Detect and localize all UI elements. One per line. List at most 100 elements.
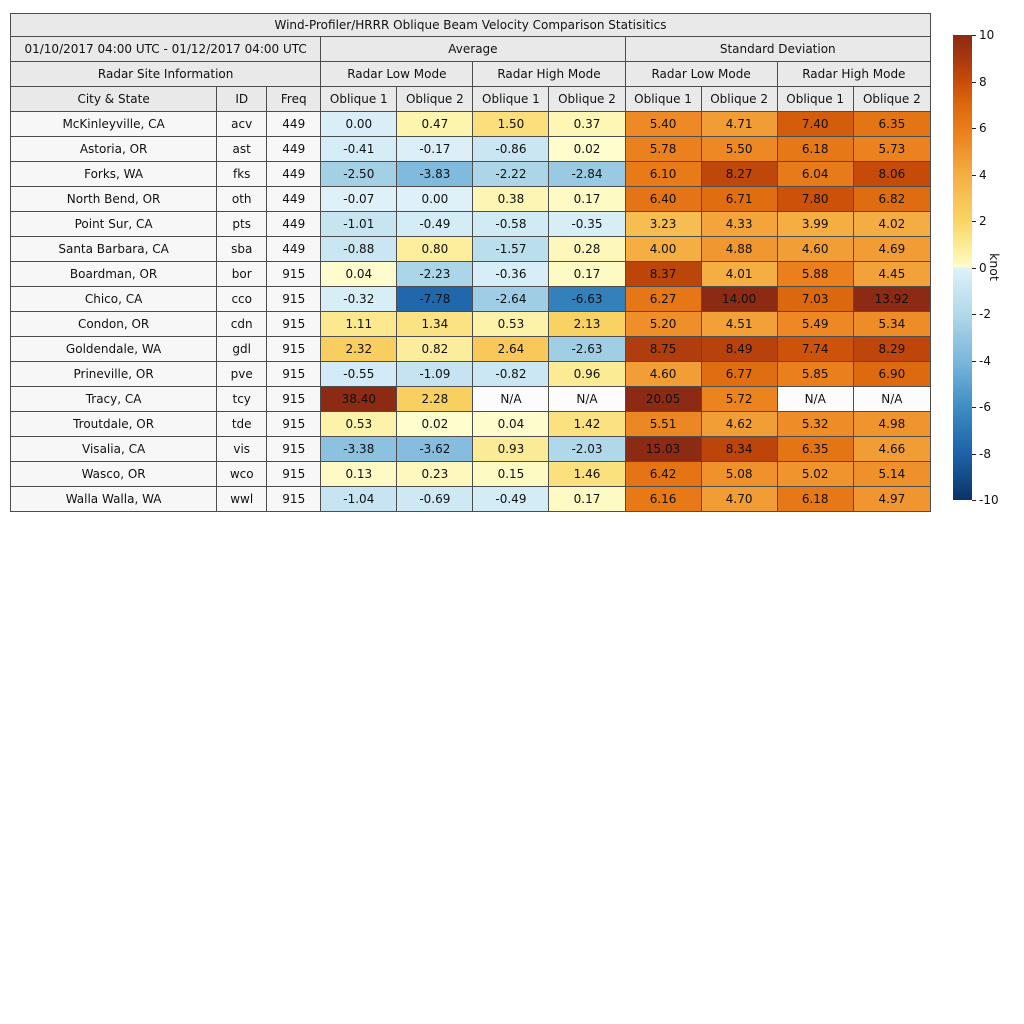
value-cell: 4.51 bbox=[700, 311, 778, 337]
colorbar-tick-label: -6 bbox=[979, 400, 991, 414]
value-cell: N/A bbox=[852, 386, 932, 412]
title-row: Wind-Profiler/HRRR Oblique Beam Velocity… bbox=[10, 13, 931, 37]
row-city-cell: Walla Walla, WA bbox=[9, 486, 218, 512]
row-city-cell: Boardman, OR bbox=[9, 261, 218, 287]
colorbar-tick-label: 8 bbox=[979, 74, 987, 89]
value-cell: 5.73 bbox=[852, 136, 932, 162]
row-city-cell: Visalia, CA bbox=[9, 436, 218, 462]
row-city-cell: Chico, CA bbox=[9, 286, 218, 312]
value-cell: -3.62 bbox=[396, 436, 474, 462]
row-city-cell: Troutdale, OR bbox=[9, 411, 218, 437]
period-label: 01/10/2017 04:00 UTC - 01/12/2017 04:00 … bbox=[9, 36, 322, 62]
colorbar-tick-label: -4 bbox=[979, 353, 991, 368]
value-cell: 7.03 bbox=[776, 286, 854, 312]
row-freq-cell: 449 bbox=[266, 111, 322, 137]
row-freq-cell: 449 bbox=[266, 236, 322, 262]
value-cell: 5.49 bbox=[776, 311, 854, 337]
value-cell: 0.04 bbox=[320, 261, 398, 287]
value-cell: 1.34 bbox=[396, 311, 474, 337]
row-city-cell: Prineville, OR bbox=[9, 361, 218, 387]
value-cell: 6.16 bbox=[624, 486, 702, 512]
row-id-cell: pve bbox=[216, 361, 268, 387]
row-freq-cell: 915 bbox=[266, 361, 322, 387]
value-cell: -2.22 bbox=[472, 161, 550, 187]
value-cell: 8.49 bbox=[700, 336, 778, 362]
header-oblique2: Oblique 2 bbox=[700, 86, 778, 112]
row-freq-cell: 449 bbox=[266, 136, 322, 162]
value-cell: -2.23 bbox=[396, 261, 474, 287]
value-cell: 0.53 bbox=[472, 311, 550, 337]
value-cell: -2.03 bbox=[548, 436, 626, 462]
value-cell: 6.35 bbox=[852, 111, 932, 137]
value-cell: 8.29 bbox=[852, 336, 932, 362]
table-header: Wind-Profiler/HRRR Oblique Beam Velocity… bbox=[9, 13, 932, 112]
value-cell: 6.90 bbox=[852, 361, 932, 387]
header-oblique1: Oblique 1 bbox=[472, 86, 550, 112]
row-city-cell: Santa Barbara, CA bbox=[9, 236, 218, 262]
value-cell: 0.23 bbox=[396, 461, 474, 487]
colorbar-tick bbox=[972, 81, 976, 83]
table-row: Condon, OR cdn 915 1.11 1.34 0.53 2.13 5.20 4.51… bbox=[9, 311, 932, 337]
value-cell: 4.97 bbox=[852, 486, 932, 512]
value-cell: 15.03 bbox=[624, 436, 702, 462]
value-cell: 4.00 bbox=[624, 236, 702, 262]
colorbar-tick-label: 10 bbox=[979, 28, 995, 42]
row-city-cell: Forks, WA bbox=[9, 161, 218, 187]
value-cell: 7.80 bbox=[776, 186, 854, 212]
value-cell: 0.82 bbox=[396, 336, 474, 362]
row-freq-cell: 915 bbox=[266, 486, 322, 512]
value-cell: 0.53 bbox=[320, 411, 398, 437]
colorbar-tick bbox=[972, 267, 976, 269]
value-cell: -1.01 bbox=[320, 211, 398, 237]
value-cell: 5.88 bbox=[776, 261, 854, 287]
header-oblique2: Oblique 2 bbox=[396, 86, 474, 112]
colorbar-tick-label: -10 bbox=[979, 493, 999, 507]
value-cell: 0.28 bbox=[548, 236, 626, 262]
value-cell: 4.66 bbox=[852, 436, 932, 462]
value-cell: 3.99 bbox=[776, 211, 854, 237]
value-cell: N/A bbox=[472, 386, 550, 412]
value-cell: 4.02 bbox=[852, 211, 932, 237]
value-cell: 0.13 bbox=[320, 461, 398, 487]
row-freq-cell: 915 bbox=[266, 411, 322, 437]
value-cell: 4.88 bbox=[700, 236, 778, 262]
value-cell: -2.84 bbox=[548, 161, 626, 187]
row-freq-cell: 915 bbox=[266, 286, 322, 312]
colorbar-tick bbox=[972, 314, 976, 315]
value-cell: 1.42 bbox=[548, 411, 626, 437]
colorbar-tick-label: 0 bbox=[979, 260, 987, 275]
value-cell: 0.17 bbox=[548, 261, 626, 287]
value-cell: 4.01 bbox=[700, 261, 778, 287]
value-cell: 2.28 bbox=[396, 386, 474, 412]
colorbar-tick-label: -8 bbox=[979, 446, 991, 461]
row-city-cell: Condon, OR bbox=[9, 311, 218, 337]
value-cell: N/A bbox=[548, 386, 626, 412]
colorbar-tick bbox=[972, 453, 976, 455]
value-cell: 6.18 bbox=[776, 136, 854, 162]
value-cell: -0.69 bbox=[396, 486, 474, 512]
value-cell: -0.17 bbox=[396, 136, 474, 162]
table-row: Troutdale, OR tde 915 0.53 0.02 0.04 1.42 5.51 4… bbox=[9, 411, 932, 437]
group-header-row: 01/10/2017 04:00 UTC - 01/12/2017 04:00 … bbox=[9, 36, 932, 62]
value-cell: -3.38 bbox=[320, 436, 398, 462]
header-freq: Freq bbox=[266, 86, 322, 112]
row-id-cell: cco bbox=[216, 286, 268, 312]
header-average: Average bbox=[320, 36, 626, 62]
table-row: Tracy, CA tcy 915 38.40 2.28 N/A N/A 20.05 5.72 N… bbox=[9, 386, 932, 412]
column-header-row: City & State ID Freq Oblique 1 Oblique 2… bbox=[9, 86, 932, 112]
row-city-cell: Goldendale, WA bbox=[9, 336, 218, 362]
value-cell: 8.37 bbox=[624, 261, 702, 287]
value-cell: 8.06 bbox=[852, 161, 932, 187]
value-cell: 4.60 bbox=[776, 236, 854, 262]
header-avg-high-mode: Radar High Mode bbox=[472, 61, 626, 87]
value-cell: -0.41 bbox=[320, 136, 398, 162]
value-cell: 0.02 bbox=[396, 411, 474, 437]
value-cell: 7.40 bbox=[776, 111, 854, 137]
value-cell: 6.77 bbox=[700, 361, 778, 387]
value-cell: 5.78 bbox=[624, 136, 702, 162]
row-id-cell: acv bbox=[216, 111, 268, 137]
row-freq-cell: 449 bbox=[266, 211, 322, 237]
value-cell: 4.45 bbox=[852, 261, 932, 287]
table-row: McKinleyville, CA acv 449 0.00 0.47 1.50 0.37 5… bbox=[9, 111, 932, 137]
value-cell: 0.17 bbox=[548, 486, 626, 512]
